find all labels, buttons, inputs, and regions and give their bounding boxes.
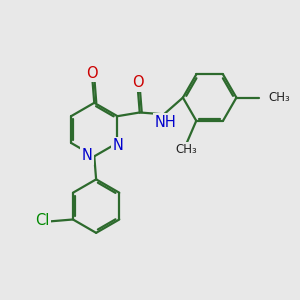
- Text: CH₃: CH₃: [176, 143, 197, 156]
- Text: CH₃: CH₃: [269, 91, 290, 104]
- Text: Cl: Cl: [35, 213, 50, 228]
- Text: NH: NH: [154, 115, 176, 130]
- Text: N: N: [113, 138, 124, 153]
- Text: O: O: [132, 75, 144, 90]
- Text: O: O: [87, 66, 98, 81]
- Text: N: N: [81, 148, 92, 163]
